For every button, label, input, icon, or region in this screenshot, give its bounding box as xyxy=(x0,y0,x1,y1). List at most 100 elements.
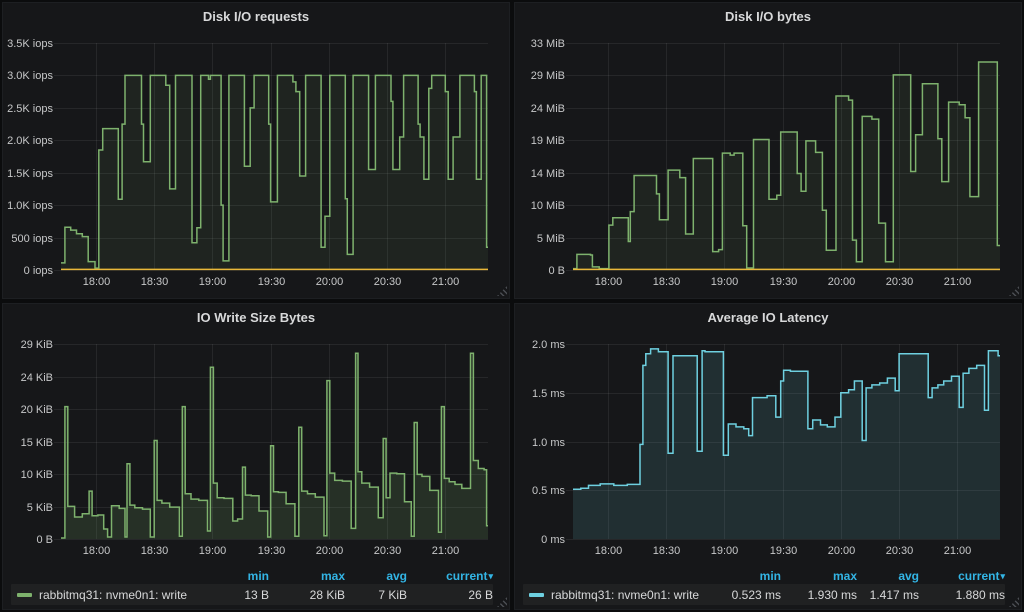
x-tick-label: 19:00 xyxy=(198,276,227,288)
y-tick-label: 2.0 ms xyxy=(531,338,565,351)
legend-header-current[interactable]: current▾ xyxy=(446,568,493,583)
panel-disk-io-requests: Disk I/O requests 0 iops 500 iops 1.0K iop… xyxy=(2,2,510,299)
x-tick-label: 20:30 xyxy=(885,276,914,288)
x-tick-label: 18:00 xyxy=(594,276,623,288)
chart-disk-io-requests[interactable]: 0 iops 500 iops 1.0K iops 1.5K iops 2.0K iop… xyxy=(3,29,509,298)
series-line-write xyxy=(573,348,1000,491)
chart-disk-io-bytes[interactable]: 0 B 5 MiB 10 MiB 14 MiB 19 MiB 24 MiB 29 MiB 33… xyxy=(515,29,1021,298)
chart-canvas[interactable] xyxy=(3,330,509,567)
legend-min-value: 13 B xyxy=(244,587,269,602)
y-tick-label: 0 B xyxy=(36,533,53,546)
y-tick-label: 33 MiB xyxy=(530,37,565,50)
y-tick-label: 14 MiB xyxy=(530,167,565,180)
y-tick-label: 0.5 ms xyxy=(531,484,565,497)
legend-header-max[interactable]: max xyxy=(832,568,857,583)
series-name[interactable]: rabbitmq31: nvme0n1: write xyxy=(551,587,700,602)
panel-io-write-size-bytes: IO Write Size Bytes 0 B 5 KiB 10 KiB 15 KiB… xyxy=(2,303,510,610)
x-tick-label: 20:00 xyxy=(827,545,856,557)
legend-current-value: 26 B xyxy=(468,587,493,602)
legend: min max avg current▾ rabbitmq31: nvme0n1… xyxy=(3,567,509,609)
panel-disk-io-bytes: Disk I/O bytes 0 B 5 MiB 10 MiB 14 MiB 19 Mi… xyxy=(514,2,1022,299)
y-tick-label: 15 KiB xyxy=(20,436,53,449)
x-tick-label: 19:00 xyxy=(710,545,739,557)
legend: min max avg current▾ rabbitmq31: nvme0n1… xyxy=(515,567,1021,609)
x-tick-label: 18:30 xyxy=(652,276,681,288)
y-tick-label: 29 MiB xyxy=(530,69,565,82)
legend-min-value: 0.523 ms xyxy=(731,587,781,602)
legend-header-current[interactable]: current▾ xyxy=(958,568,1005,583)
legend-header-max[interactable]: max xyxy=(320,568,345,583)
legend-header-avg[interactable]: avg xyxy=(898,568,919,583)
y-tick-label: 5 KiB xyxy=(26,501,53,514)
legend-avg-value: 7 KiB xyxy=(378,587,407,602)
series-name[interactable]: rabbitmq31: nvme0n1: write xyxy=(39,587,188,602)
legend-current-value: 1.880 ms xyxy=(955,587,1005,602)
x-tick-label: 19:30 xyxy=(257,545,286,557)
legend-max-value: 1.930 ms xyxy=(807,587,857,602)
y-tick-label: 24 KiB xyxy=(20,371,53,384)
panel-average-io-latency: Average IO Latency 0 ms 0.5 ms 1.0 ms 1.5 m… xyxy=(514,303,1022,610)
series-swatch xyxy=(17,592,32,597)
x-tick-label: 18:00 xyxy=(82,276,111,288)
resize-handle-icon[interactable] xyxy=(497,597,507,607)
panel-title-io-write-size-bytes[interactable]: IO Write Size Bytes xyxy=(196,310,316,325)
legend-header-min[interactable]: min xyxy=(759,568,781,583)
resize-handle-icon[interactable] xyxy=(497,286,507,296)
y-tick-label: 2.5K iops xyxy=(7,102,53,115)
x-tick-label: 20:30 xyxy=(373,276,402,288)
panel-title-disk-io-requests[interactable]: Disk I/O requests xyxy=(202,9,310,24)
y-tick-label: 2.0K iops xyxy=(7,134,53,147)
x-tick-label: 20:30 xyxy=(885,545,914,557)
x-tick-label: 21:00 xyxy=(431,276,460,288)
y-tick-label: 5 MiB xyxy=(536,232,565,245)
x-tick-label: 20:00 xyxy=(827,276,856,288)
y-tick-label: 3.5K iops xyxy=(7,37,53,50)
legend-header-row: min max avg current▾ xyxy=(11,567,493,584)
series-fill-write xyxy=(573,62,1000,270)
x-tick-label: 19:30 xyxy=(769,276,798,288)
x-tick-label: 20:00 xyxy=(315,545,344,557)
legend-max-value: 28 KiB xyxy=(309,587,345,602)
y-tick-label: 1.0K iops xyxy=(7,199,53,212)
x-tick-label: 18:30 xyxy=(652,545,681,557)
y-tick-label: 0 B xyxy=(548,264,565,277)
y-tick-label: 10 KiB xyxy=(20,468,53,481)
chart-io-write-size-bytes[interactable]: 0 B 5 KiB 10 KiB 15 KiB 20 KiB 24 KiB 29 KiB 18… xyxy=(3,330,509,567)
resize-handle-icon[interactable] xyxy=(1009,286,1019,296)
panel-title-disk-io-bytes[interactable]: Disk I/O bytes xyxy=(725,9,811,24)
x-tick-label: 21:00 xyxy=(943,276,972,288)
chart-canvas[interactable] xyxy=(515,330,1021,567)
x-tick-label: 19:00 xyxy=(198,545,227,557)
chart-canvas[interactable] xyxy=(3,29,509,298)
y-tick-label: 500 iops xyxy=(11,232,53,245)
x-tick-label: 18:30 xyxy=(140,276,169,288)
panel-title-average-io-latency[interactable]: Average IO Latency xyxy=(707,310,829,325)
y-tick-label: 10 MiB xyxy=(530,199,565,212)
legend-header-min[interactable]: min xyxy=(247,568,269,583)
y-tick-label: 1.0 ms xyxy=(531,436,565,449)
x-tick-label: 20:30 xyxy=(373,545,402,557)
x-tick-label: 19:00 xyxy=(710,276,739,288)
sort-caret-icon: ▾ xyxy=(1000,570,1005,581)
y-tick-label: 0 ms xyxy=(541,533,565,546)
legend-header-avg[interactable]: avg xyxy=(386,568,407,583)
x-tick-label: 19:30 xyxy=(769,545,798,557)
chart-average-io-latency[interactable]: 0 ms 0.5 ms 1.0 ms 1.5 ms 2.0 ms 18:00 18:30 19… xyxy=(515,330,1021,567)
x-tick-label: 18:00 xyxy=(82,545,111,557)
resize-handle-icon[interactable] xyxy=(1009,597,1019,607)
y-tick-label: 0 iops xyxy=(23,264,53,277)
x-tick-label: 20:00 xyxy=(315,276,344,288)
y-tick-label: 19 MiB xyxy=(530,134,565,147)
series-fill-write xyxy=(573,348,1000,539)
x-tick-label: 18:30 xyxy=(140,545,169,557)
chart-canvas[interactable] xyxy=(515,29,1021,298)
y-tick-label: 3.0K iops xyxy=(7,69,53,82)
x-tick-label: 18:00 xyxy=(594,545,623,557)
y-tick-label: 29 KiB xyxy=(20,338,53,351)
series-line-write xyxy=(61,74,488,269)
legend-series-row: rabbitmq31: nvme0n1: write 13 B 28 KiB 7… xyxy=(11,584,493,605)
y-tick-label: 1.5K iops xyxy=(7,167,53,180)
sort-caret-icon: ▾ xyxy=(488,570,493,581)
series-swatch xyxy=(529,592,544,597)
